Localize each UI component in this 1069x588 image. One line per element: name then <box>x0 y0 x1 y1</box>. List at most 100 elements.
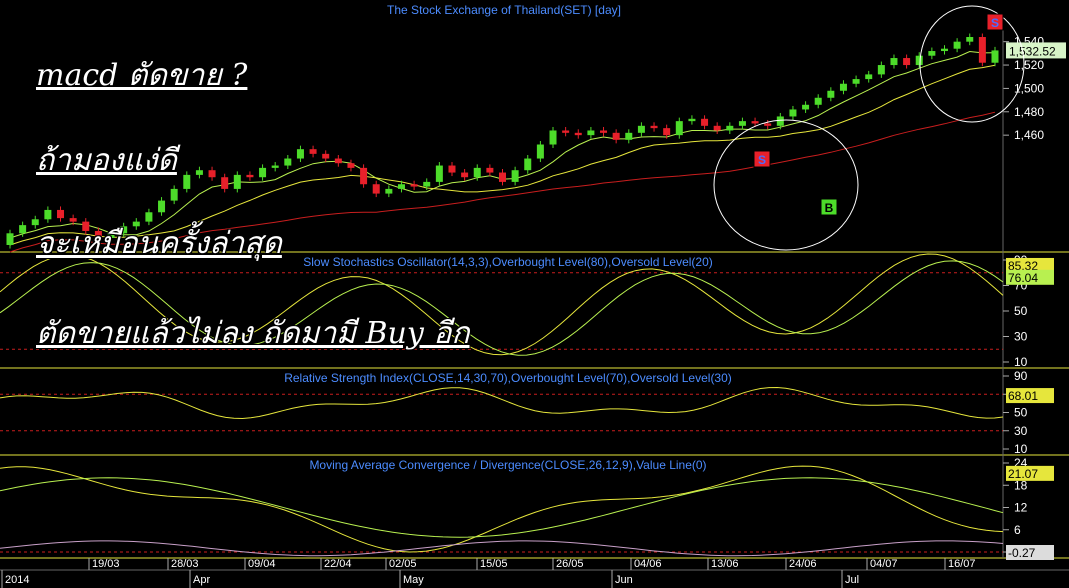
candle-body <box>44 209 52 220</box>
candle-body <box>322 153 330 159</box>
last-price-value: 1,532.52 <box>1009 44 1056 58</box>
macd-panel: Moving Average Convergence / Divergence(… <box>0 455 1069 561</box>
candle-body <box>360 167 368 185</box>
candle-body <box>499 172 506 182</box>
candle-body <box>284 158 292 166</box>
month-label: Jun <box>615 574 633 586</box>
candle-body <box>423 181 431 187</box>
candle-body <box>309 149 317 154</box>
last-value-label: -0.27 <box>1008 546 1036 560</box>
candle-body <box>296 149 304 159</box>
stochastic-panel: Slow Stochastics Oscillator(14,3,3),Over… <box>0 252 1069 369</box>
indicator-line <box>0 260 1004 356</box>
candle-body <box>524 158 532 171</box>
candle-body <box>183 174 191 189</box>
candle-body <box>259 167 267 178</box>
panel-y-tick-label: 18 <box>1014 478 1028 492</box>
candle-body <box>612 132 620 140</box>
candle-body <box>789 109 797 117</box>
panel-title: Relative Strength Index(CLOSE,14,30,70),… <box>284 371 732 385</box>
chart-title: The Stock Exchange of Thailand(SET) [day… <box>387 3 621 17</box>
panel-y-tick-label: 6 <box>1014 523 1021 537</box>
panel-y-tick-label: 10 <box>1014 355 1028 369</box>
price-y-tick-label: 1,500 <box>1014 81 1044 95</box>
candle-body <box>271 165 279 168</box>
candle-body <box>132 221 140 227</box>
panel-y-tick-label: 30 <box>1014 424 1028 438</box>
candle-body <box>69 218 77 222</box>
x-tick-label: 22/04 <box>324 558 352 570</box>
candle-body <box>6 233 14 245</box>
candle-body <box>94 230 102 238</box>
panel-y-tick-label: 10 <box>1014 442 1028 456</box>
candle-body <box>233 174 241 189</box>
indicator-line <box>0 540 1004 557</box>
candle-body <box>587 130 595 136</box>
panel-title: Moving Average Convergence / Divergence(… <box>309 458 706 472</box>
last-value-tag <box>1006 465 1054 481</box>
month-label: May <box>403 574 424 586</box>
candle-body <box>839 83 847 91</box>
candle-body <box>221 177 229 189</box>
candle-body <box>978 37 986 63</box>
panel-y-tick-label: 90 <box>1014 369 1028 383</box>
x-tick-label: 13/06 <box>711 558 739 570</box>
last-price-tag <box>1006 42 1066 59</box>
indicator-line <box>0 477 1004 538</box>
panel-y-tick-label: 50 <box>1014 304 1028 318</box>
candle-body <box>145 212 153 222</box>
last-value-label: 85.32 <box>1008 259 1038 273</box>
annotation-line-2: ถ้ามองแง่ดี <box>36 143 177 178</box>
candle-body <box>473 167 481 178</box>
candle-body <box>827 90 835 98</box>
last-value-tag <box>1006 257 1054 273</box>
panel-y-tick-label: 12 <box>1014 501 1028 515</box>
candle-body <box>82 221 90 231</box>
candle-body <box>940 48 948 52</box>
candle-body <box>511 170 519 182</box>
candle-body <box>19 225 27 234</box>
x-tick-label: 16/07 <box>948 558 976 570</box>
candle-body <box>57 209 65 219</box>
signal-box-sell <box>986 13 1004 31</box>
highlight-circle <box>713 119 859 251</box>
trade-signals: S B S <box>753 13 1004 216</box>
annotation-line-3: จะเหมือนครั้งล่าสุด <box>36 226 282 261</box>
signal-box-buy <box>820 198 838 216</box>
x-axis: 19/03 28/03 09/04 22/04 02/05 15/05 26/05 04/06… <box>0 558 1069 588</box>
x-tick-label: 19/03 <box>92 558 120 570</box>
last-value-label: 21.07 <box>1008 467 1038 481</box>
signal-box-sell <box>753 150 771 168</box>
candle-body <box>158 200 166 213</box>
month-label: 2014 <box>5 574 29 586</box>
x-tick-label: 04/06 <box>634 558 662 570</box>
candle-body <box>31 219 39 226</box>
panel-title: Slow Stochastics Oscillator(14,3,3),Over… <box>303 255 713 269</box>
rsi-panel: Relative Strength Index(CLOSE,14,30,70),… <box>0 368 1069 456</box>
x-tick-label: 26/05 <box>556 558 584 570</box>
candle-body <box>966 37 974 42</box>
candle-body <box>726 125 734 131</box>
candle-body <box>928 51 936 56</box>
candle-body <box>574 132 582 136</box>
price-y-tick-label: 1,520 <box>1014 58 1044 72</box>
candle-body <box>536 144 544 159</box>
x-tick-label: 09/04 <box>248 558 276 570</box>
candle-body <box>397 184 405 189</box>
signal-label-sell: S <box>991 16 999 30</box>
candle-body <box>461 172 469 178</box>
moving-average-line <box>9 111 996 253</box>
candle-body <box>448 165 456 173</box>
x-tick-label: 02/05 <box>389 558 417 570</box>
candle-body <box>852 79 860 84</box>
candle-body <box>170 188 178 201</box>
candle-body <box>650 125 658 129</box>
candle-body <box>562 130 570 133</box>
last-value-tag <box>1006 269 1054 285</box>
x-tick-label: 15/05 <box>480 558 508 570</box>
candle-body <box>890 58 898 66</box>
candle-body <box>713 125 721 131</box>
last-value-tag <box>1006 388 1054 404</box>
